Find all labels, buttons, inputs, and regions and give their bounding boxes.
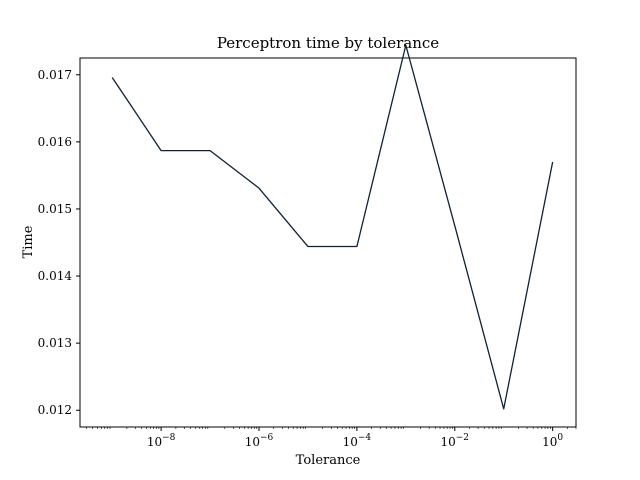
x-tick-label: 100: [542, 433, 563, 449]
chart-title: Perceptron time by tolerance: [217, 34, 439, 52]
x-axis-label: Tolerance: [296, 453, 361, 468]
y-axis-label: Time: [21, 225, 36, 258]
y-tick-label: 0.014: [38, 269, 73, 283]
plot-area-frame: [79, 57, 577, 428]
y-axis: 0.012 0.013 0.014 0.015 0.016 0.017: [38, 68, 80, 417]
y-tick-label: 0.012: [38, 403, 72, 417]
y-tick-label: 0.017: [38, 68, 72, 82]
y-tick-label: 0.016: [38, 135, 72, 149]
x-tick-label: 10−6: [245, 433, 274, 449]
x-tick-label: 10−8: [147, 433, 176, 449]
x-tick-label: 10−2: [440, 433, 469, 449]
y-tick-label: 0.013: [38, 336, 72, 350]
x-tick-label: 10−4: [343, 433, 372, 449]
series-layer: [111, 44, 554, 410]
x-axis: 10−8 10−6 10−4 10−2 100: [86, 427, 577, 449]
y-tick-label: 0.015: [38, 202, 72, 216]
series-line: [111, 44, 554, 410]
